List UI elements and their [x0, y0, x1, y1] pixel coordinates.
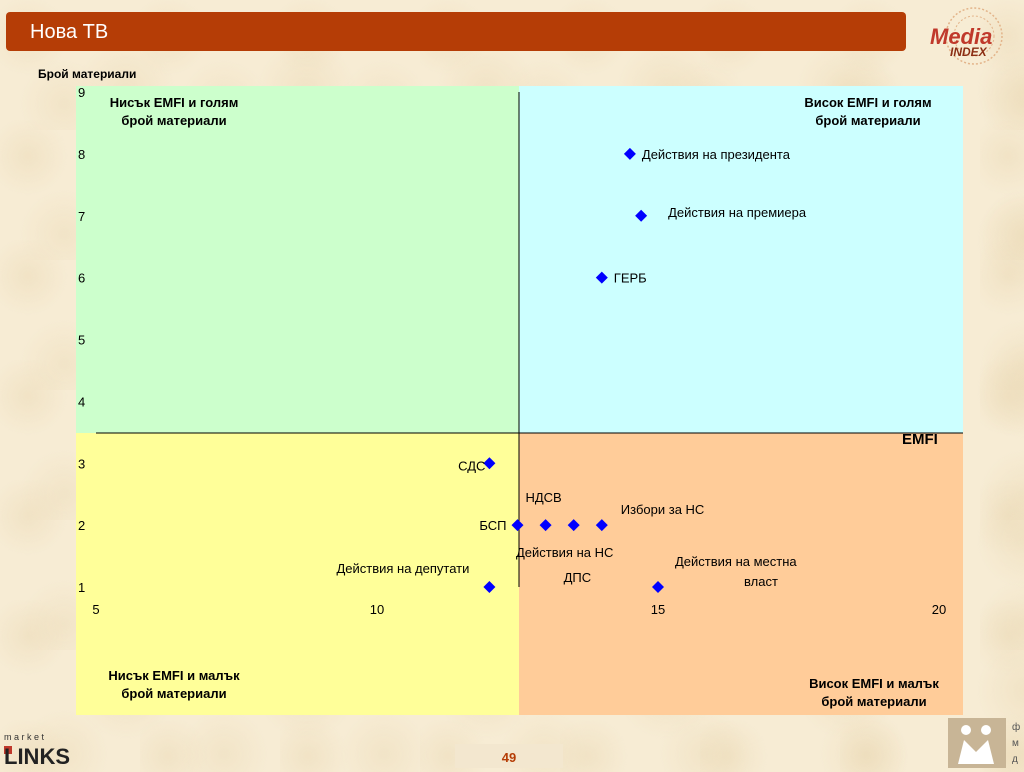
data-label: БСП	[479, 518, 506, 533]
data-point	[567, 519, 580, 532]
y-tick-label: 5	[78, 333, 85, 348]
data-point	[595, 271, 608, 284]
market-links-logo: m a r k e t LINKS	[4, 732, 70, 768]
fmd-logo: ф м д	[948, 718, 1020, 768]
data-label: Действия на местна	[675, 554, 797, 569]
quadrant-label-line: Нисък EMFI и малък	[108, 668, 240, 683]
y-tick-label: 7	[78, 209, 85, 224]
y-tick-label: 1	[78, 580, 85, 595]
y-tick-label: 9	[78, 85, 85, 100]
quadrant-bottom-left	[76, 433, 519, 715]
quadrant-label-line: брой материали	[815, 113, 921, 128]
quadrant-label-line: брой материали	[121, 686, 227, 701]
fmd-letter: ф	[1012, 721, 1020, 733]
page-title: Нова ТВ	[30, 21, 109, 43]
fmd-letter: д	[1012, 754, 1018, 765]
quadrant-label-line: Висок EMFI и малък	[809, 676, 939, 691]
market-logo-text: m a r k e t	[4, 732, 45, 742]
data-label: Действия на депутати	[336, 561, 469, 576]
page-number: 49	[455, 744, 563, 768]
x-tick-label: 15	[651, 602, 665, 617]
data-label: Избори за НС	[621, 502, 705, 517]
x-tick-label: 5	[92, 602, 99, 617]
quadrant-label-line: брой материали	[821, 694, 927, 709]
data-point	[595, 519, 608, 532]
data-label: ДПС	[564, 570, 592, 585]
data-label: СДС	[458, 458, 485, 473]
data-label: Действия на президента	[642, 147, 791, 162]
links-logo-text: LINKS	[4, 744, 70, 768]
media-logo-text: Media	[930, 24, 992, 49]
y-tick-label: 3	[78, 456, 85, 471]
media-index-logo: Media INDEX	[930, 7, 1003, 65]
y-tick-label: 8	[78, 147, 85, 162]
quadrant-label-line: брой материали	[121, 113, 227, 128]
quadrant-label-line: Нисък EMFI и голям	[109, 95, 239, 110]
data-point	[511, 519, 524, 532]
data-label: власт	[744, 574, 778, 589]
y-axis-title: Брой материали	[38, 67, 137, 81]
quadrant-label-bottom-right: Висок EMFI и малък брой материали	[784, 675, 964, 711]
data-point	[652, 581, 664, 593]
quadrant-bottom-right	[519, 433, 963, 715]
data-point	[539, 519, 552, 532]
data-point	[483, 581, 496, 593]
data-label: ГЕРБ	[614, 271, 647, 286]
y-tick-label: 6	[78, 271, 85, 286]
index-logo-text: INDEX	[950, 45, 988, 59]
x-tick-label: 10	[370, 602, 384, 617]
quadrant-top-right	[519, 86, 963, 433]
data-point	[635, 209, 648, 222]
quadrant-label-bottom-left: Нисък EMFI и малък брой материали	[84, 667, 264, 703]
x-tick-label: 20	[932, 602, 946, 617]
data-label: Действия на НС	[516, 545, 613, 560]
data-label: Действия на премиера	[668, 205, 807, 220]
title-bar: Нова ТВ	[6, 12, 906, 51]
quadrant-top-left	[76, 86, 519, 433]
data-point	[623, 147, 636, 160]
x-axis-title: EMFI	[902, 431, 938, 448]
y-tick-label: 2	[78, 518, 85, 533]
y-tick-label: 4	[78, 394, 85, 409]
quadrant-label-line: Висок EMFI и голям	[804, 95, 932, 110]
data-label: НДСВ	[525, 490, 561, 505]
quadrant-label-top-left: Нисък EMFI и голям брой материали	[84, 94, 264, 130]
quadrant-label-top-right: Висок EMFI и голям брой материали	[778, 94, 958, 130]
fmd-letter: м	[1012, 738, 1019, 749]
data-point	[483, 457, 496, 470]
